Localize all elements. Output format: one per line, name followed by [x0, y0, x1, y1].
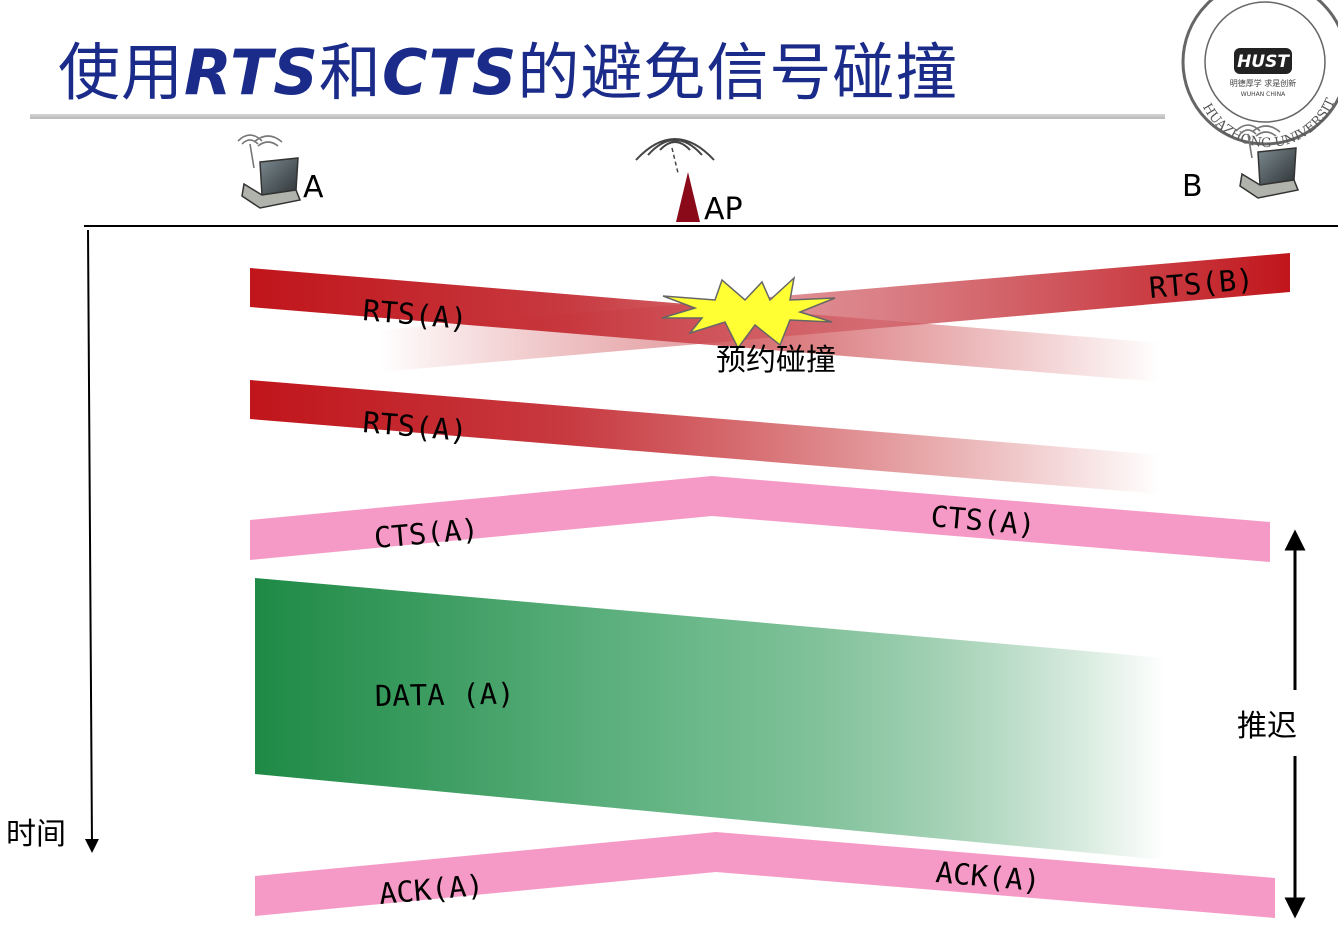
collision-burst-icon — [661, 275, 836, 350]
rts-b-band — [380, 253, 1290, 372]
data-a-band — [255, 578, 1165, 860]
time-axis-arrow — [84, 229, 99, 853]
university-logo-icon: HUAZHONG UNIVERSITY OF SCIENCE HUST 明德厚学… — [0, 0, 1338, 151]
cts-a-band — [250, 476, 1270, 562]
access-point-icon — [635, 138, 715, 222]
logo-city: WUHAN CHINA — [1241, 91, 1286, 98]
logo-motto: 明德厚学 求是创新 — [1230, 78, 1297, 88]
laptop-icon — [237, 134, 302, 209]
logo-mark: HUST — [1237, 52, 1290, 72]
title-divider — [30, 114, 1165, 119]
laptop-icon — [1235, 124, 1300, 199]
rts-a-band — [250, 380, 1160, 494]
logo-arc-text: HUAZHONG UNIVERSITY OF SCIENCE — [0, 0, 1338, 151]
page-title: 使用RTS和CTS的避免信号碰撞 — [58, 36, 959, 109]
node-label-a: A — [303, 170, 324, 205]
time-axis-label: 时间 — [6, 817, 66, 852]
ack-a-band — [255, 832, 1275, 918]
node-label-ap: AP — [704, 192, 743, 227]
defer-label: 推迟 — [1237, 709, 1297, 744]
collision-label: 预约碰撞 — [716, 343, 836, 378]
data-a-label: DATA (A) — [375, 677, 515, 713]
node-label-b: B — [1182, 169, 1203, 204]
